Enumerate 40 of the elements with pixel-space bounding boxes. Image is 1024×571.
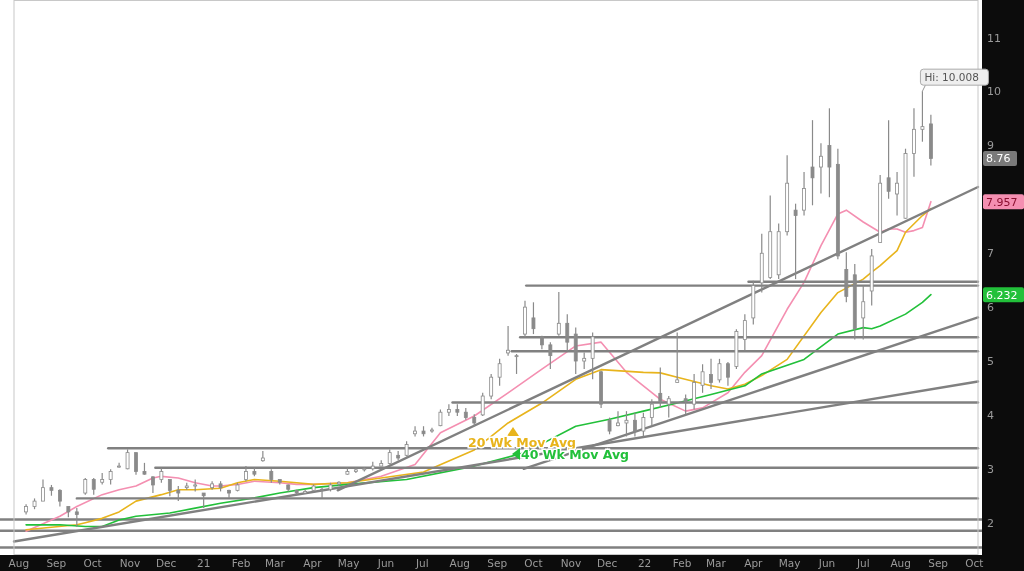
y-tick-label: 7 — [987, 247, 994, 261]
x-tick-label: Apr — [744, 557, 764, 569]
text: 6.232 — [986, 288, 1018, 302]
y-tick-label: 2 — [987, 516, 994, 530]
x-tick-label: Feb — [231, 557, 251, 569]
x-tick-label: Jun — [817, 557, 836, 569]
x-tick-label: May — [337, 557, 360, 569]
x-tick-label: Aug — [8, 557, 30, 569]
x-tick-label: Dec — [596, 557, 618, 569]
x-tick-label: Sep — [487, 557, 508, 569]
x-tick-label: Nov — [560, 557, 582, 569]
y-tick-label: 4 — [987, 408, 994, 422]
x-tick-label: Oct — [524, 557, 543, 569]
x-tick-label: Aug — [449, 557, 471, 569]
x-tick-label: 22 — [637, 557, 652, 569]
x-tick-label: Oct — [83, 557, 102, 569]
x-tick-label: Jul — [855, 557, 870, 569]
text: 8.76 — [986, 152, 1011, 166]
y-tick-label: 3 — [987, 462, 994, 476]
x-tick-label: Oct — [965, 557, 984, 569]
x-tick-label: Nov — [119, 557, 141, 569]
y-tick-label: 9 — [987, 139, 994, 153]
x-tick-label: Mar — [705, 557, 727, 569]
x-tick-label: Sep — [46, 557, 67, 569]
x-tick-label: Sep — [928, 557, 949, 569]
text: 7.957 — [986, 195, 1018, 209]
x-tick-label: 21 — [196, 557, 211, 569]
x-tick-label: Apr — [303, 557, 323, 569]
x-tick-label: May — [778, 557, 801, 569]
x-tick-label: Mar — [265, 557, 286, 569]
annotation: Hi: 10.008 — [924, 70, 979, 83]
x-tick-label: Aug — [890, 557, 911, 569]
y-tick-label: 11 — [987, 31, 1001, 45]
x-tick-label: Dec — [156, 557, 177, 569]
y-tick-label: 5 — [987, 354, 994, 368]
x-tick-label: Jun — [376, 557, 395, 569]
y-tick-label: 6 — [987, 300, 994, 314]
y-tick-label: 10 — [987, 85, 1001, 99]
x-tick-label: Feb — [672, 557, 692, 569]
x-tick-label: Jul — [414, 557, 429, 569]
